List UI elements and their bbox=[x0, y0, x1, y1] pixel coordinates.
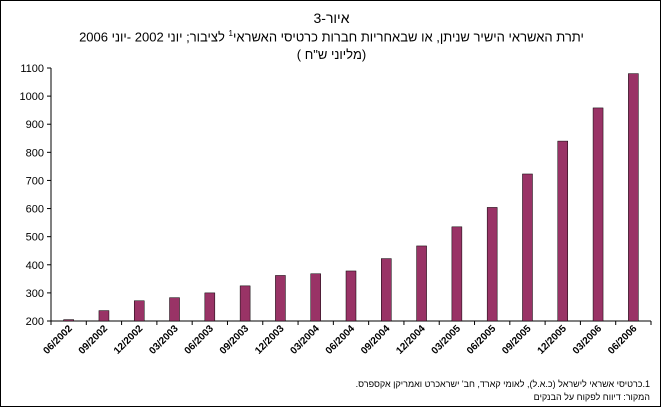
x-tick-label: 06/2003 bbox=[183, 323, 217, 357]
bar bbox=[63, 319, 74, 322]
chart-title: איור-3 bbox=[313, 10, 350, 26]
footnote-1: 1.כרטיסי אשראי לישראל (כ.א.ל), לאומי קאר… bbox=[355, 379, 650, 389]
y-tick-label: 700 bbox=[26, 175, 44, 187]
footnote-marker: 1 bbox=[228, 29, 233, 38]
y-tick-label: 500 bbox=[26, 232, 44, 244]
x-tick-label: 06/2002 bbox=[41, 323, 75, 357]
bar bbox=[592, 107, 604, 322]
y-tick-label: 800 bbox=[26, 147, 44, 159]
bar bbox=[310, 273, 321, 322]
x-tick-label: 09/2002 bbox=[77, 323, 111, 357]
bar bbox=[204, 292, 216, 322]
bar bbox=[628, 73, 639, 322]
x-tick-label: 09/2003 bbox=[218, 323, 252, 357]
x-tick-label: 09/2004 bbox=[359, 323, 393, 357]
x-tick-label: 03/2006 bbox=[571, 323, 605, 357]
bar bbox=[451, 226, 463, 322]
x-tick-label: 06/2005 bbox=[465, 323, 499, 357]
source-note: המקור: דיווח לפקוח על הבנקים bbox=[533, 392, 650, 402]
subtitle-date-range: לציבור; יוני 2002 -יוני 2006 bbox=[79, 29, 229, 45]
x-tick-label: 03/2005 bbox=[430, 323, 464, 357]
chart-subtitle: יתרת האשראי הישיר שניתן, או שבאחריות חבר… bbox=[1, 29, 661, 44]
bar bbox=[416, 245, 427, 322]
chart-units: (מליוני ש"ח ) bbox=[296, 47, 367, 62]
y-tick-label: 200 bbox=[26, 316, 44, 328]
x-tick-label: 12/2003 bbox=[253, 323, 287, 357]
bar bbox=[275, 275, 286, 322]
bar bbox=[133, 300, 145, 322]
y-tick-label: 1100 bbox=[20, 63, 44, 75]
bar bbox=[345, 270, 357, 322]
bar bbox=[522, 173, 533, 322]
bar bbox=[98, 310, 110, 322]
x-tick-label: 09/2005 bbox=[500, 323, 534, 357]
bar bbox=[381, 258, 392, 322]
x-tick-label: 12/2002 bbox=[112, 323, 146, 357]
subtitle-text: יתרת האשראי הישיר שניתן, או שבאחריות חבר… bbox=[232, 29, 584, 45]
bar bbox=[486, 207, 498, 322]
bar bbox=[239, 285, 251, 322]
y-tick-label: 900 bbox=[26, 119, 44, 131]
y-tick-label: 600 bbox=[26, 204, 44, 216]
x-tick-label: 03/2003 bbox=[147, 323, 181, 357]
x-tick-label: 12/2005 bbox=[536, 323, 570, 357]
x-tick-label: 12/2004 bbox=[394, 323, 428, 357]
y-tick-label: 400 bbox=[26, 260, 44, 272]
y-tick-label: 1000 bbox=[20, 91, 44, 103]
bar bbox=[557, 140, 569, 322]
x-tick-label: 06/2006 bbox=[606, 323, 640, 357]
x-tick-label: 06/2004 bbox=[324, 323, 358, 357]
y-tick-label: 300 bbox=[26, 288, 44, 300]
bar bbox=[169, 297, 180, 322]
x-tick-label: 03/2004 bbox=[288, 323, 322, 357]
